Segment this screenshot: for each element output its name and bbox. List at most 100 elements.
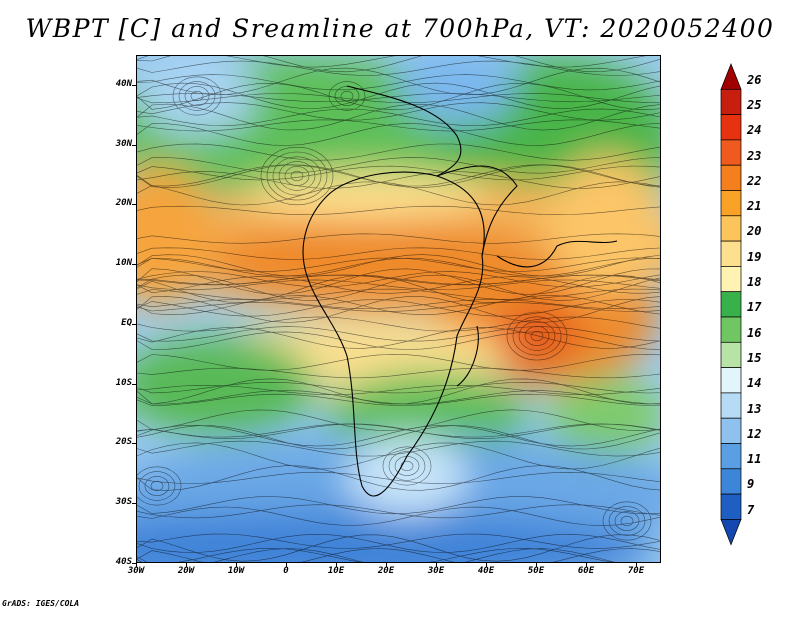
colorbar-top-arrow [720, 63, 742, 90]
streamline [137, 440, 660, 457]
colorbar-segment [720, 341, 742, 368]
lat-tick [132, 563, 136, 564]
streamline [137, 268, 660, 295]
lat-tick-label: 20N [115, 198, 132, 209]
streamline [137, 471, 660, 484]
lon-tick-label: 40E [477, 566, 495, 576]
streamline [137, 367, 660, 379]
streamline-vortex [400, 460, 414, 472]
lon-tick-label: 50E [527, 566, 545, 576]
streamline-vortex [178, 81, 216, 111]
streamline [137, 299, 660, 317]
streamline-vortex [328, 81, 366, 111]
streamline [137, 506, 660, 526]
streamline [137, 504, 660, 519]
lon-tick-label: 70E [627, 566, 645, 576]
lat-tick [132, 323, 136, 325]
lat-tick-label: 40S [115, 557, 132, 567]
colorbar-segment [720, 443, 742, 470]
streamline [137, 327, 660, 349]
streamline [137, 296, 660, 323]
streamline [137, 496, 660, 515]
colorbar-label: 20 [747, 224, 762, 239]
streamline [137, 233, 660, 244]
lat-tick [132, 443, 136, 445]
streamline [137, 548, 615, 562]
streamline-vortex [608, 506, 646, 536]
streamline-vortex [284, 166, 310, 186]
streamline [137, 92, 660, 103]
streamline [137, 425, 660, 450]
streamline-vortex [518, 321, 556, 351]
streamline [137, 353, 660, 371]
lat-tick [132, 84, 136, 86]
colorbar-label: 16 [747, 325, 762, 340]
colorbar-segment [720, 114, 742, 141]
lat-tick [132, 503, 136, 505]
colorbar-segment [720, 392, 742, 419]
streamline [137, 56, 646, 68]
streamline-vortex [506, 311, 568, 361]
streamline [137, 103, 660, 131]
streamline-vortex [620, 515, 634, 527]
streamline-vortex [138, 471, 176, 501]
streamline [137, 288, 660, 300]
streamline [137, 409, 660, 431]
streamline [137, 171, 660, 189]
colorbar-label: 15 [747, 350, 762, 365]
colorbar-label: 26 [747, 72, 762, 87]
streamline [137, 442, 660, 470]
streamline-vortex [150, 480, 164, 492]
streamline [137, 56, 660, 73]
colorbar-label: 18 [747, 275, 762, 290]
streamline [137, 93, 660, 104]
colorbar-segment [720, 291, 742, 318]
streamline [137, 302, 660, 312]
map-panel [136, 55, 661, 563]
streamline-vortex [266, 151, 328, 201]
colorbar-label: 19 [747, 249, 762, 264]
colorbar-label: 7 [747, 502, 755, 517]
colorbar [720, 63, 742, 546]
colorbar-label: 14 [747, 376, 762, 391]
lon-tick-label: 60E [577, 566, 595, 576]
colorbar-label: 24 [747, 123, 762, 138]
streamline [137, 102, 660, 121]
streamline-vortex [272, 156, 322, 196]
streamline-vortex [172, 76, 222, 116]
streamline-vortex [388, 451, 426, 481]
lon-tick [586, 563, 587, 567]
lon-tick-label: 0 [283, 566, 289, 576]
streamline [137, 423, 660, 438]
lon-tick [336, 563, 337, 567]
streamline [137, 119, 660, 132]
colorbar-segment [720, 266, 742, 293]
streamline [137, 60, 660, 76]
streamlines [137, 56, 660, 562]
colorbar-label: 12 [747, 426, 762, 441]
colorbar-segment [720, 316, 742, 343]
streamline-vortex [340, 90, 354, 102]
streamline [137, 279, 660, 291]
streamline [137, 82, 660, 109]
streamline [137, 164, 660, 187]
streamline [137, 547, 614, 562]
lat-tick-label: 30N [115, 138, 132, 149]
lon-tick [186, 563, 187, 567]
lon-tick-label: 20E [377, 566, 395, 576]
streamline-vortex [190, 90, 204, 102]
lon-tick [486, 563, 487, 567]
lat-tick [132, 144, 136, 146]
lon-tick [436, 563, 437, 567]
streamline-vortex [260, 146, 334, 206]
streamline [137, 331, 660, 350]
colorbar-label: 9 [747, 477, 755, 492]
lat-tick-label: 10S [115, 377, 132, 388]
streamline [137, 299, 660, 310]
streamline-vortex [512, 316, 562, 356]
lon-tick [536, 563, 537, 567]
lon-tick [386, 563, 387, 567]
streamline [137, 74, 660, 91]
streamline [137, 205, 660, 216]
colorbar-bottom-arrow [720, 519, 742, 546]
